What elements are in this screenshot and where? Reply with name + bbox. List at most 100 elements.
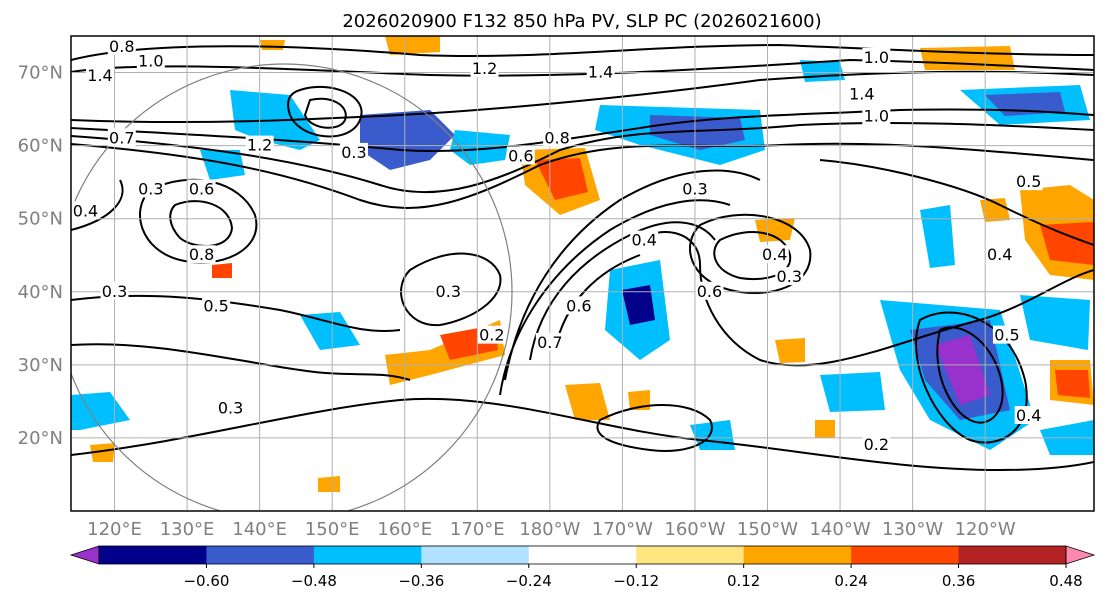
pv-positive-area: [628, 390, 650, 410]
contour-label-bg: [136, 179, 165, 198]
contour-label: 0.4: [762, 245, 787, 264]
x-tick-label: 140°W: [809, 519, 870, 540]
x-tick-label: 120°E: [87, 519, 142, 540]
contour-label: 0.3: [682, 179, 707, 198]
contour-label-bg: [862, 47, 891, 66]
contour-label: 0.8: [109, 37, 134, 56]
pv-positive-area: [90, 443, 115, 462]
pv-positive-area: [1040, 222, 1094, 265]
contour-label: 0.3: [777, 267, 802, 286]
contour-label-bg: [695, 281, 724, 300]
contour-label: 0.3: [341, 143, 366, 162]
contour-line: [303, 97, 347, 129]
pv-positive-area: [815, 420, 835, 438]
contour-label-bg: [187, 245, 216, 264]
chart-title: 2026020900 F132 850 hPa PV, SLP PC (2026…: [342, 11, 821, 32]
contour-line: [71, 43, 1094, 61]
graticule: [71, 36, 1094, 511]
pv-positive-area: [980, 198, 1010, 222]
colorbar: [69, 545, 1096, 565]
colorbar-segment: [851, 546, 960, 564]
colorbar-segment: [99, 546, 207, 564]
contour-label: 1.4: [588, 63, 613, 82]
contour-label-bg: [862, 435, 891, 454]
contour-label: 1.2: [472, 59, 497, 78]
contour-label-bg: [775, 267, 804, 286]
contour-label-bg: [477, 325, 506, 344]
x-tick-label: 140°E: [232, 519, 287, 540]
pv-negative-area: [622, 285, 655, 325]
y-tick-label: 70°N: [18, 63, 63, 84]
colorbar-tick-label: −0.12: [613, 572, 659, 590]
pv-positive-area: [755, 218, 795, 242]
y-axis-ticks: 70°N 60°N 50°N 40°N 30°N 20°N: [18, 63, 63, 449]
contour-label-bg: [71, 201, 100, 220]
contour-label-bg: [86, 66, 115, 85]
y-tick-label: 50°N: [18, 209, 63, 230]
y-tick-label: 20°N: [18, 428, 63, 449]
contour-line: [639, 231, 1094, 367]
contour-line: [71, 294, 401, 332]
contour-label: 0.5: [994, 326, 1019, 345]
contour-label-bg: [506, 146, 535, 165]
contour-label-bg: [202, 296, 231, 315]
pv-negative-area: [71, 392, 130, 430]
x-tick-label: 170°W: [592, 519, 653, 540]
map-panel: 0.81.01.4 1.2 1.41.01.41.00.7 1.2 0.30.80.60…: [71, 36, 1094, 511]
contour-label-bg: [586, 62, 615, 81]
contour-label-bg: [470, 58, 499, 77]
colorbar-tick-label: 0.48: [1049, 572, 1082, 590]
colorbar-tick-label: −0.24: [506, 572, 552, 590]
pv-positive-area: [1055, 370, 1090, 398]
x-tick-label: 130°W: [882, 519, 943, 540]
contour-label-bg: [1014, 406, 1043, 424]
contour-line: [915, 311, 1028, 444]
contour-label-bg: [136, 51, 165, 70]
contour-line: [169, 200, 234, 248]
contour-label: 0.3: [138, 179, 163, 198]
map-frame: [70, 35, 1095, 512]
contour-label: 0.3: [218, 399, 243, 418]
contour-label: 0.7: [537, 333, 562, 352]
contour-label-bg: [339, 142, 368, 161]
contour-line: [596, 404, 713, 452]
pv-positive-area: [385, 36, 440, 55]
contour-label-bg: [1014, 172, 1043, 191]
contour-label-bg: [434, 281, 463, 300]
contour-label-bg: [760, 245, 789, 264]
contour-label: 0.8: [544, 128, 569, 147]
contour-label-bg: [564, 296, 593, 315]
colorbar-tick-label: 0.36: [942, 572, 975, 590]
pv-positive-area: [318, 476, 340, 492]
contour-label-bg: [187, 179, 216, 198]
colorbar-segment: [206, 546, 315, 564]
contour-label-bg: [680, 179, 709, 198]
contour-line: [71, 179, 124, 231]
contour-line: [287, 85, 363, 138]
x-tick-label: 170°E: [450, 519, 505, 540]
colorbar-tick-label: −0.60: [183, 572, 229, 590]
contour-label: 0.4: [1016, 406, 1041, 425]
contour-label: 1.4: [87, 66, 112, 85]
colorbar-tick-label: −0.48: [291, 572, 337, 590]
x-tick-label: 160°E: [377, 519, 432, 540]
pv-negative-area: [935, 335, 990, 405]
colorbar-segment: [421, 546, 530, 564]
colorbar-segment: [528, 546, 637, 564]
contour-label: 0.6: [508, 147, 533, 166]
contour-line: [71, 343, 411, 381]
pv-positive-area: [775, 338, 805, 363]
contour-label-bg: [847, 84, 876, 103]
contour-label: 1.4: [849, 84, 874, 103]
contour-label-bg: [107, 36, 136, 55]
contour-label-bg: [630, 230, 659, 249]
contour-label: 0.3: [436, 282, 461, 301]
contour-label: 1.0: [138, 52, 163, 71]
pv-negative-area: [1020, 295, 1090, 350]
contour-label: 1.0: [864, 106, 889, 125]
x-tick-label: 130°E: [160, 519, 215, 540]
pv-negative-area: [200, 150, 245, 180]
x-axis-ticks: 120°E 130°E 140°E 150°E 160°E 170°E 180°W 170°W…: [87, 519, 1016, 540]
contour-labels: 0.81.01.4 1.2 1.41.01.41.00.7 1.2 0.30.80.60…: [71, 36, 1043, 454]
contour-label-bg: [535, 332, 564, 351]
